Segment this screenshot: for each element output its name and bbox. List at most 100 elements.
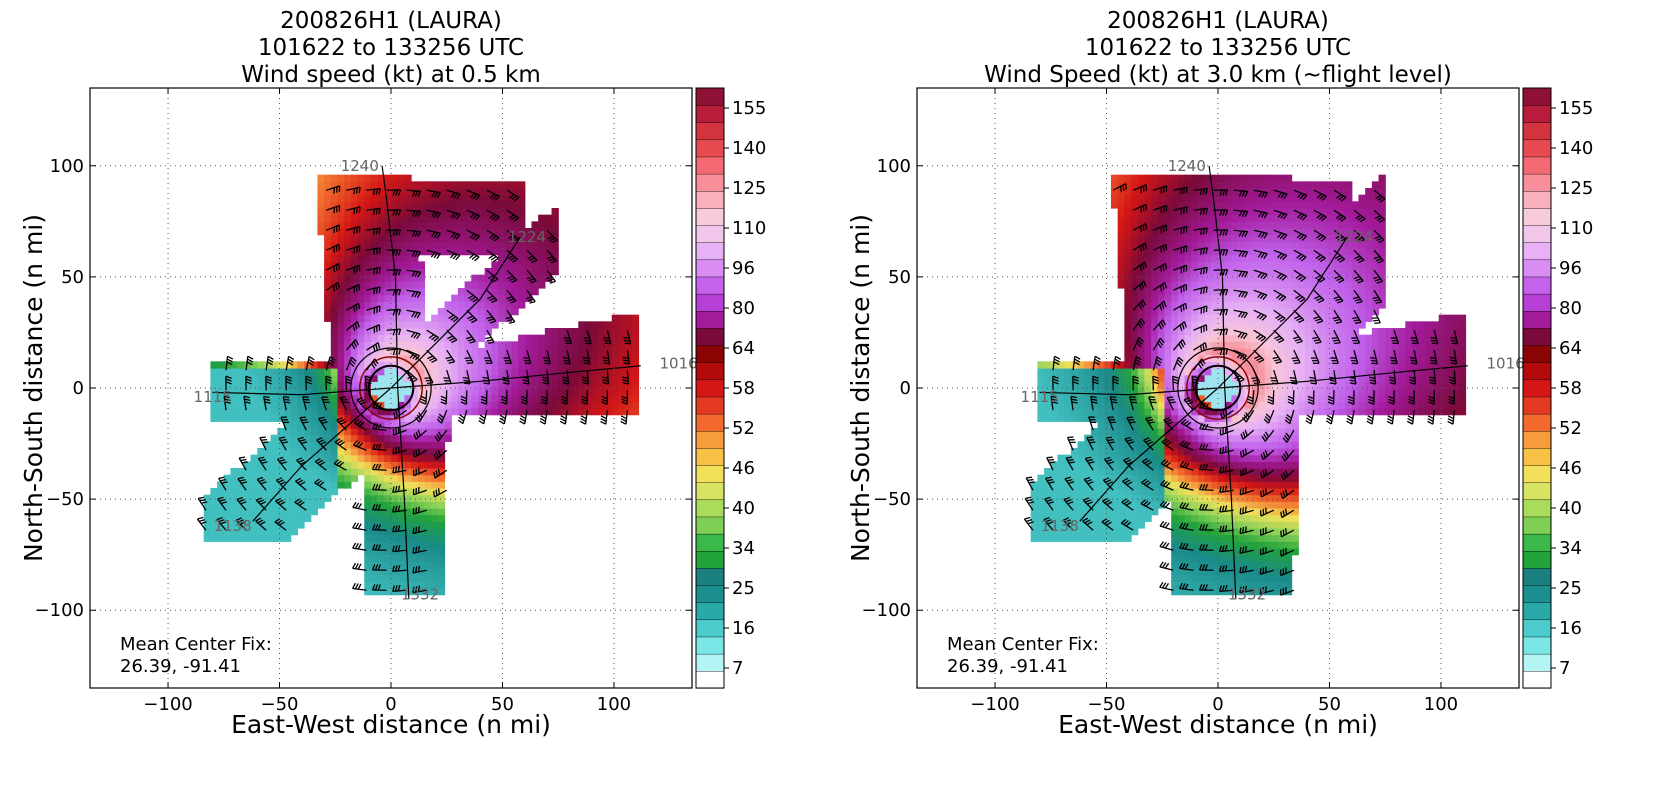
wind-barb: [257, 456, 268, 471]
wind-barb: [1373, 189, 1386, 203]
wind-barb: [506, 249, 519, 263]
wind-barb: [1409, 370, 1417, 385]
wind-barb: [1233, 309, 1248, 319]
track-time-label: 1115: [194, 388, 232, 406]
wind-barb: [412, 467, 427, 477]
colorbar-segment: [1522, 602, 1552, 621]
colorbar-segment: [695, 173, 725, 192]
colorbar-segment: [695, 602, 725, 621]
colorbar-segment: [1522, 122, 1552, 141]
wind-barb: [1253, 269, 1268, 280]
wind-barb: [1159, 500, 1174, 511]
wind-barb: [1430, 330, 1439, 345]
wind-barb: [443, 370, 452, 385]
wind-barb: [1373, 209, 1386, 223]
y-axis-label: North-South distance (n mi): [19, 214, 48, 562]
wind-barb: [1153, 185, 1168, 194]
colorbar-tick-label: 16: [1559, 618, 1582, 639]
wind-barb: [1284, 410, 1295, 425]
colorbar: 7 16 25 34 40 46 52 58 64 80 96 110 125 140 155: [695, 87, 766, 689]
wind-barb: [1247, 390, 1255, 405]
wind-barb: [1351, 329, 1361, 344]
wind-barb: [1145, 416, 1155, 431]
wind-barb: [1233, 229, 1249, 238]
x-tick-label: −100: [143, 694, 192, 715]
wind-barb: [415, 409, 428, 423]
colorbar-tick-label: 155: [1559, 98, 1593, 119]
wind-barb: [1191, 375, 1199, 391]
wind-barb: [1373, 269, 1384, 284]
wind-barb: [1159, 581, 1174, 591]
wind-barb: [522, 370, 530, 385]
wind-barb: [1352, 289, 1363, 304]
wind-barb: [1123, 457, 1134, 471]
wind-barb: [466, 229, 480, 241]
wind-barb: [486, 209, 500, 222]
wind-barb: [1280, 587, 1295, 596]
wind-barb: [285, 355, 295, 371]
wind-barb: [1122, 477, 1134, 491]
wind-barb: [255, 497, 267, 511]
wind-barb: [1179, 522, 1194, 531]
wind-barb: [426, 229, 441, 239]
wind-barb: [1293, 309, 1305, 324]
wind-barb: [1366, 410, 1375, 425]
wind-barb: [1239, 526, 1254, 535]
colorbar-tick-label: 7: [1559, 658, 1570, 679]
wind-barb: [1084, 456, 1095, 471]
wind-barb: [1173, 225, 1188, 234]
wind-barb: [392, 485, 407, 493]
wind-barb: [1310, 349, 1320, 364]
wind-barb: [392, 465, 407, 474]
wind-barb: [1259, 566, 1274, 575]
wind-barb: [1253, 209, 1268, 219]
wind-barb: [392, 505, 407, 513]
wind-barb: [1132, 261, 1147, 272]
wind-field: [196, 165, 641, 600]
wind-barb: [1305, 410, 1315, 425]
wind-barb: [1219, 485, 1234, 493]
wind-barb: [412, 526, 427, 535]
wind-barb: [582, 350, 591, 365]
wind-barb: [1159, 520, 1174, 531]
wind-barb: [1141, 478, 1154, 491]
wind-barb: [1092, 375, 1099, 391]
wind-barb: [480, 390, 488, 405]
wind-barb: [1239, 448, 1254, 458]
wind-barb: [1259, 527, 1274, 536]
y-tick-label: −50: [46, 489, 84, 510]
wind-barb: [1160, 459, 1174, 471]
wind-barb: [1313, 249, 1326, 263]
wind-barb: [236, 496, 247, 511]
colorbar-tick-label: 16: [732, 618, 755, 639]
wind-barb: [1408, 390, 1415, 405]
wind-barb: [426, 189, 442, 199]
colorbar-tick-label: 25: [1559, 578, 1582, 599]
wind-barb: [285, 375, 292, 391]
wind-barb: [583, 330, 592, 345]
colorbar-segment: [695, 413, 725, 432]
wind-barb: [346, 206, 361, 215]
wind-barb: [622, 350, 631, 365]
colorbar-tick-label: 64: [1559, 338, 1582, 359]
wind-barb: [1259, 507, 1275, 517]
wind-barb: [386, 308, 402, 316]
wind-barb: [546, 269, 557, 284]
wind-chart-0p5km: 200826H1 (LAURA)101622 to 133256 UTCWind…: [19, 8, 766, 739]
wind-barb: [386, 229, 402, 236]
wind-barb: [1353, 249, 1365, 264]
wind-barb: [1352, 309, 1362, 324]
colorbar-segment: [695, 156, 725, 175]
wind-barb: [526, 269, 537, 284]
wind-barb: [386, 209, 402, 216]
wind-barb: [1112, 375, 1119, 391]
wind-barb: [1239, 467, 1254, 477]
wind-barb: [1325, 410, 1335, 425]
wind-barb: [1406, 410, 1415, 425]
wind-barb: [406, 249, 422, 258]
colorbar-segment: [695, 276, 725, 295]
colorbar-tick-label: 58: [1559, 378, 1582, 399]
wind-barb: [1293, 189, 1308, 201]
chart-title-line: 101622 to 133256 UTC: [1085, 35, 1351, 61]
wind-barb: [446, 309, 459, 323]
